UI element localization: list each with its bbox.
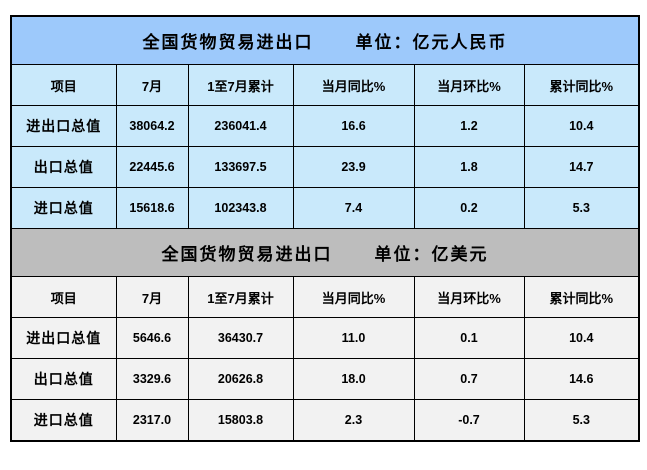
table-section-cny: 全国货物贸易进出口 单位：亿元人民币 项目 7月 1至7月累计 当月同比% 当月环… <box>10 15 640 229</box>
row-label: 进口总值 <box>10 399 117 442</box>
table-title-cny: 全国货物贸易进出口 <box>142 33 314 52</box>
column-header-july: 7月 <box>115 276 189 318</box>
cell-value: 16.6 <box>292 105 415 147</box>
table-row-exports: 出口总值 22445.6 133697.5 23.9 1.8 14.7 <box>10 146 640 188</box>
table-row-total: 进出口总值 38064.2 236041.4 16.6 1.2 10.4 <box>10 105 640 147</box>
row-label: 进出口总值 <box>10 317 117 359</box>
table-section-usd: 全国货物贸易进出口 单位：亿美元 项目 7月 1至7月累计 当月同比% 当月环比%… <box>10 228 640 442</box>
row-label: 出口总值 <box>10 146 117 188</box>
cell-value: 10.4 <box>523 105 640 147</box>
table-row-imports: 进口总值 2317.0 15803.8 2.3 -0.7 5.3 <box>10 399 640 442</box>
column-header-item: 项目 <box>10 276 117 318</box>
table-row-exports: 出口总值 3329.6 20626.8 18.0 0.7 14.6 <box>10 358 640 400</box>
column-header-cumulative: 1至7月累计 <box>187 64 294 106</box>
trade-table: 全国货物贸易进出口 单位：亿元人民币 项目 7月 1至7月累计 当月同比% 当月环… <box>10 15 641 442</box>
cell-value: 0.7 <box>413 358 525 400</box>
table-title-cell: 全国货物贸易进出口 单位：亿美元 <box>10 228 640 277</box>
table-row-total: 进出口总值 5646.6 36430.7 11.0 0.1 10.4 <box>10 317 640 359</box>
cell-value: -0.7 <box>413 399 525 442</box>
row-label: 进口总值 <box>10 187 117 229</box>
cell-value: 10.4 <box>523 317 640 359</box>
cell-value: 18.0 <box>292 358 415 400</box>
column-header-mom: 当月环比% <box>413 276 525 318</box>
cell-value: 236041.4 <box>187 105 294 147</box>
cell-value: 5.3 <box>523 187 640 229</box>
table-title-usd: 全国货物贸易进出口 <box>161 245 333 264</box>
column-header-item: 项目 <box>10 64 117 106</box>
cell-value: 0.2 <box>413 187 525 229</box>
column-header-yoy: 当月同比% <box>292 276 415 318</box>
cell-value: 3329.6 <box>115 358 189 400</box>
cell-value: 23.9 <box>292 146 415 188</box>
cell-value: 22445.6 <box>115 146 189 188</box>
cell-value: 5646.6 <box>115 317 189 359</box>
table-unit-cny: 单位：亿元人民币 <box>355 33 508 52</box>
column-header-mom: 当月环比% <box>413 64 525 106</box>
table-unit-usd: 单位：亿美元 <box>374 245 489 264</box>
table-title-row-cny: 全国货物贸易进出口 单位：亿元人民币 <box>10 15 640 65</box>
cell-value: 133697.5 <box>187 146 294 188</box>
cell-value: 15803.8 <box>187 399 294 442</box>
cell-value: 1.2 <box>413 105 525 147</box>
column-header-row: 项目 7月 1至7月累计 当月同比% 当月环比% 累计同比% <box>10 64 640 106</box>
row-label: 进出口总值 <box>10 105 117 147</box>
cell-value: 2317.0 <box>115 399 189 442</box>
cell-value: 15618.6 <box>115 187 189 229</box>
column-header-cumulative: 1至7月累计 <box>187 276 294 318</box>
cell-value: 2.3 <box>292 399 415 442</box>
column-header-yoy: 当月同比% <box>292 64 415 106</box>
column-header-cum-yoy: 累计同比% <box>523 64 640 106</box>
cell-value: 11.0 <box>292 317 415 359</box>
cell-value: 14.6 <box>523 358 640 400</box>
cell-value: 36430.7 <box>187 317 294 359</box>
table-title-cell: 全国货物贸易进出口 单位：亿元人民币 <box>10 15 640 65</box>
cell-value: 0.1 <box>413 317 525 359</box>
cell-value: 1.8 <box>413 146 525 188</box>
row-label: 出口总值 <box>10 358 117 400</box>
cell-value: 7.4 <box>292 187 415 229</box>
column-header-cum-yoy: 累计同比% <box>523 276 640 318</box>
table-title-row-usd: 全国货物贸易进出口 单位：亿美元 <box>10 228 640 277</box>
table-row-imports: 进口总值 15618.6 102343.8 7.4 0.2 5.3 <box>10 187 640 229</box>
cell-value: 38064.2 <box>115 105 189 147</box>
column-header-july: 7月 <box>115 64 189 106</box>
cell-value: 20626.8 <box>187 358 294 400</box>
cell-value: 102343.8 <box>187 187 294 229</box>
cell-value: 5.3 <box>523 399 640 442</box>
column-header-row: 项目 7月 1至7月累计 当月同比% 当月环比% 累计同比% <box>10 276 640 318</box>
cell-value: 14.7 <box>523 146 640 188</box>
